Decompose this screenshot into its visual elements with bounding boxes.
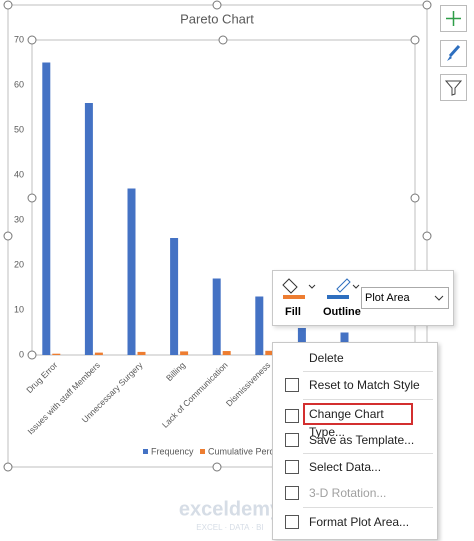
bar — [84, 103, 93, 355]
menu-item[interactable]: Select Data... — [273, 456, 437, 478]
menu-icon — [285, 486, 299, 500]
y-tick-label: 20 — [14, 259, 24, 269]
legend-label: Cumulative Perce — [208, 446, 279, 456]
bar — [297, 328, 306, 355]
separator — [303, 399, 433, 400]
outline-label: Outline — [323, 306, 361, 318]
menu-item-label: Delete — [309, 351, 344, 365]
menu-item-label: Save as Template... — [309, 433, 415, 447]
outline-button[interactable]: Outline — [323, 275, 363, 321]
y-tick-label: 10 — [14, 304, 24, 314]
menu-icon — [285, 515, 299, 529]
bar — [180, 351, 189, 355]
menu-icon — [285, 351, 299, 365]
menu-item[interactable]: Delete — [273, 347, 437, 369]
menu-item[interactable]: Save as Template... — [273, 429, 437, 451]
separator — [303, 371, 433, 372]
menu-item: 3-D Rotation... — [273, 482, 437, 504]
chart-filters-button[interactable] — [440, 74, 467, 101]
bar — [255, 296, 264, 355]
handles — [3, 0, 432, 472]
menu-icon — [285, 433, 299, 447]
y-tick-label: 70 — [14, 34, 24, 44]
bar — [212, 278, 221, 355]
menu-item[interactable]: Format Plot Area... — [273, 511, 437, 533]
watermark-name: exceldemy — [179, 498, 282, 520]
y-tick-label: 30 — [14, 214, 24, 224]
y-tick-label: 50 — [14, 124, 24, 134]
y-tick-label: 0 — [19, 349, 24, 359]
menu-icon — [285, 378, 299, 392]
element-dropdown[interactable]: Plot Area — [361, 287, 449, 309]
chart-elements-button[interactable] — [440, 5, 467, 32]
chart-title: Pareto Chart — [180, 11, 254, 26]
dropdown-value: Plot Area — [365, 292, 410, 304]
separator — [303, 507, 433, 508]
context-menu: Delete Reset to Match Style Change Chart T… — [272, 342, 438, 540]
bar — [170, 238, 179, 355]
bar — [127, 188, 136, 355]
bar — [94, 352, 103, 355]
legend-swatch — [200, 449, 205, 454]
bar — [265, 350, 274, 355]
legend-swatch — [143, 449, 148, 454]
bar — [222, 351, 231, 355]
y-tick-label: 60 — [14, 79, 24, 89]
fill-button[interactable]: Fill — [281, 275, 317, 321]
chart-styles-button[interactable] — [440, 40, 467, 67]
menu-item-label: Format Plot Area... — [309, 515, 410, 529]
menu-item-label: Select Data... — [309, 460, 382, 474]
menu-item-label: Reset to Match Style — [309, 378, 420, 392]
menu-item-label: 3-D Rotation... — [309, 486, 387, 500]
menu-item[interactable]: Reset to Match Style — [273, 374, 437, 396]
watermark: exceldemy EXCEL · DATA · BI — [179, 498, 282, 532]
menu-item-label: Change Chart Type... — [309, 407, 384, 439]
y-tick-label: 40 — [14, 169, 24, 179]
bar — [52, 353, 61, 355]
bar — [137, 351, 146, 355]
menu-icon — [285, 409, 299, 423]
bar — [42, 62, 51, 355]
fill-label: Fill — [285, 306, 301, 318]
watermark-tagline: EXCEL · DATA · BI — [196, 523, 263, 532]
menu-icon — [285, 460, 299, 474]
legend-label: Frequency — [151, 446, 194, 456]
menu-item[interactable]: Change Chart Type... — [285, 403, 413, 439]
separator — [303, 453, 433, 454]
mini-toolbar: Fill Outline Plot Area — [272, 270, 454, 326]
